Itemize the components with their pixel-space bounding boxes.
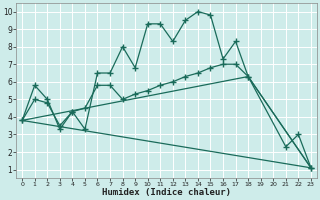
X-axis label: Humidex (Indice chaleur): Humidex (Indice chaleur) <box>102 188 231 197</box>
